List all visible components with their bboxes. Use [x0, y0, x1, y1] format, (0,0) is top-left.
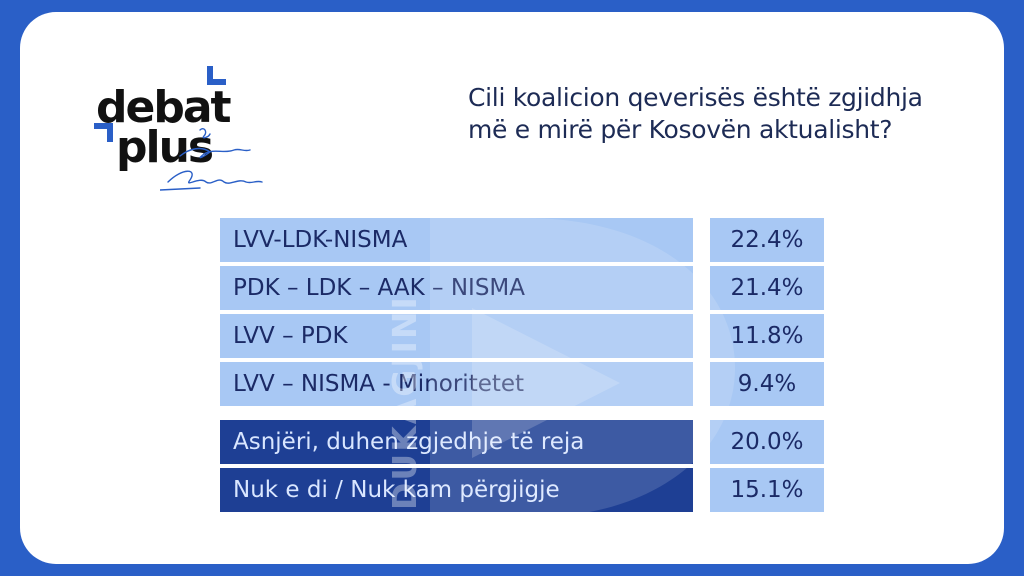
result-value: 22.4% [710, 218, 824, 262]
result-label: Asnjëri, duhen zgjedhje të reja [220, 420, 693, 464]
result-row: Asnjëri, duhen zgjedhje të reja 20.0% [220, 420, 840, 464]
result-row: LVV – PDK 11.8% [220, 314, 840, 358]
poll-card: debat plus Cili koalicion qeverisës ësht… [20, 12, 1004, 564]
result-row: Nuk e di / Nuk kam përgjigje 15.1% [220, 468, 840, 512]
result-label: LVV – PDK [220, 314, 693, 358]
result-row: LVV-LDK-NISMA 22.4% [220, 218, 840, 262]
result-label: LVV-LDK-NISMA [220, 218, 693, 262]
poll-question: Cili koalicion qeverisës është zgjidhja … [468, 82, 948, 146]
result-label: LVV – NISMA - Minoritetet [220, 362, 693, 406]
corner-bracket-bottom-icon [94, 123, 113, 142]
logo-word-debat: debat [96, 82, 232, 133]
result-row: PDK – LDK – AAK – NISMA 21.4% [220, 266, 840, 310]
debat-plus-logo: debat plus [86, 62, 286, 202]
result-value: 20.0% [710, 420, 824, 464]
result-value: 9.4% [710, 362, 824, 406]
poll-question-line-2: më e mirë për Kosovën aktualisht? [468, 115, 893, 144]
corner-bracket-top-icon [207, 66, 226, 85]
result-value: 15.1% [710, 468, 824, 512]
results-table: LVV-LDK-NISMA 22.4% PDK – LDK – AAK – NI… [220, 218, 840, 518]
signature-icon [160, 127, 263, 191]
result-value: 21.4% [710, 266, 824, 310]
result-value: 11.8% [710, 314, 824, 358]
poll-question-line-1: Cili koalicion qeverisës është zgjidhja [468, 83, 923, 112]
result-label: Nuk e di / Nuk kam përgjigje [220, 468, 693, 512]
result-label: PDK – LDK – AAK – NISMA [220, 266, 693, 310]
logo-word-plus: plus [116, 122, 214, 173]
result-row: LVV – NISMA - Minoritetet 9.4% [220, 362, 840, 406]
